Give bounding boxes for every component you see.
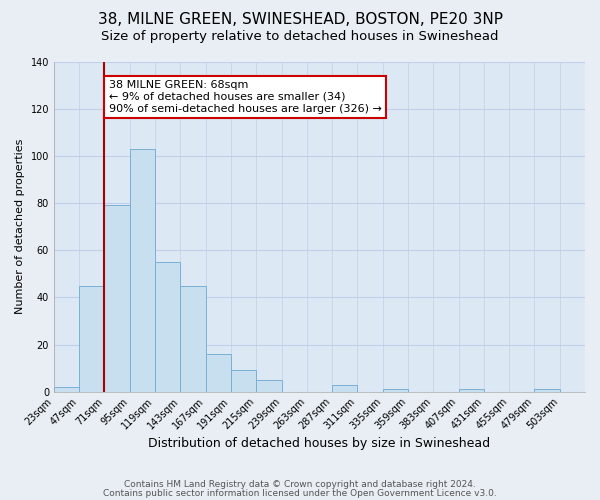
Bar [332,384,358,392]
Text: Size of property relative to detached houses in Swineshead: Size of property relative to detached ho… [101,30,499,43]
Bar [104,206,130,392]
Text: 38, MILNE GREEN, SWINESHEAD, BOSTON, PE20 3NP: 38, MILNE GREEN, SWINESHEAD, BOSTON, PE2… [97,12,503,28]
Text: Contains public sector information licensed under the Open Government Licence v3: Contains public sector information licen… [103,488,497,498]
Bar [130,149,155,392]
Bar [181,286,206,392]
Bar [54,387,79,392]
Text: Contains HM Land Registry data © Crown copyright and database right 2024.: Contains HM Land Registry data © Crown c… [124,480,476,489]
Bar [231,370,256,392]
Bar [155,262,181,392]
Bar [458,390,484,392]
X-axis label: Distribution of detached houses by size in Swineshead: Distribution of detached houses by size … [148,437,491,450]
Bar [535,390,560,392]
Bar [79,286,104,392]
Bar [383,390,408,392]
Text: 38 MILNE GREEN: 68sqm
← 9% of detached houses are smaller (34)
90% of semi-detac: 38 MILNE GREEN: 68sqm ← 9% of detached h… [109,80,382,114]
Bar [256,380,281,392]
Bar [206,354,231,392]
Y-axis label: Number of detached properties: Number of detached properties [15,139,25,314]
